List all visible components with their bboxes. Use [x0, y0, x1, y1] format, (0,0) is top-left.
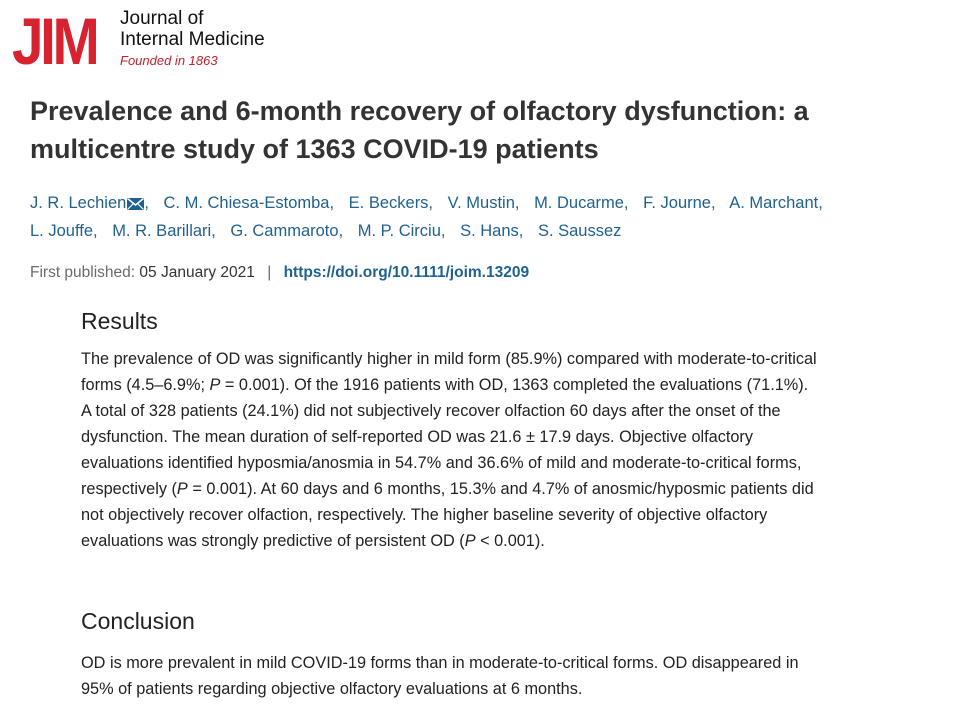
author-link[interactable]: V. Mustin,: [447, 194, 520, 212]
journal-name-line2: Internal Medicine: [120, 29, 265, 50]
results-heading: Results: [81, 308, 158, 334]
publication-info: First published: 05 January 2021 | https…: [30, 262, 529, 284]
separator: |: [267, 264, 272, 281]
author-link[interactable]: C. M. Chiesa-Estomba,: [163, 194, 335, 212]
author-link[interactable]: S. Hans,: [460, 222, 524, 240]
journal-name-line1: Journal of: [120, 8, 204, 29]
first-published-date: 05 January 2021: [139, 264, 255, 281]
author-list: J. R. Lechien, C. M. Chiesa-Estomba, E. …: [30, 190, 910, 244]
author-link[interactable]: S. Saussez: [537, 222, 622, 240]
results-section: Results The prevalence of OD was signifi…: [81, 306, 821, 554]
author-link[interactable]: M. R. Barillari,: [112, 222, 216, 240]
author-link[interactable]: G. Cammaroto,: [230, 222, 344, 240]
conclusion-section: Conclusion OD is more prevalent in mild …: [81, 606, 821, 702]
author-link[interactable]: M. P. Circiu,: [357, 222, 446, 240]
author-link[interactable]: E. Beckers,: [348, 194, 434, 212]
journal-founded: Founded in 1863: [120, 53, 218, 68]
author-link[interactable]: J. R. Lechien,: [30, 194, 149, 212]
conclusion-heading: Conclusion: [81, 608, 195, 634]
author-link[interactable]: A. Marchant,: [729, 194, 823, 212]
author-link[interactable]: L. Jouffe,: [30, 222, 98, 240]
doi-link[interactable]: https://doi.org/10.1111/joim.13209: [283, 264, 530, 281]
author-link[interactable]: M. Ducarme,: [534, 194, 629, 212]
results-text: The prevalence of OD was significantly h…: [81, 350, 817, 550]
journal-logo[interactable]: JIM: [12, 4, 100, 78]
article-title: Prevalence and 6-month recovery of olfac…: [30, 96, 809, 164]
author-link[interactable]: F. Journe,: [643, 194, 716, 212]
author-name: J. R. Lechien: [30, 194, 127, 212]
conclusion-text: OD is more prevalent in mild COVID-19 fo…: [81, 654, 799, 698]
envelope-icon[interactable]: [127, 192, 145, 218]
first-published-label: First published:: [30, 264, 136, 281]
journal-name: Journal of Internal Medicine Founded in …: [120, 8, 265, 70]
